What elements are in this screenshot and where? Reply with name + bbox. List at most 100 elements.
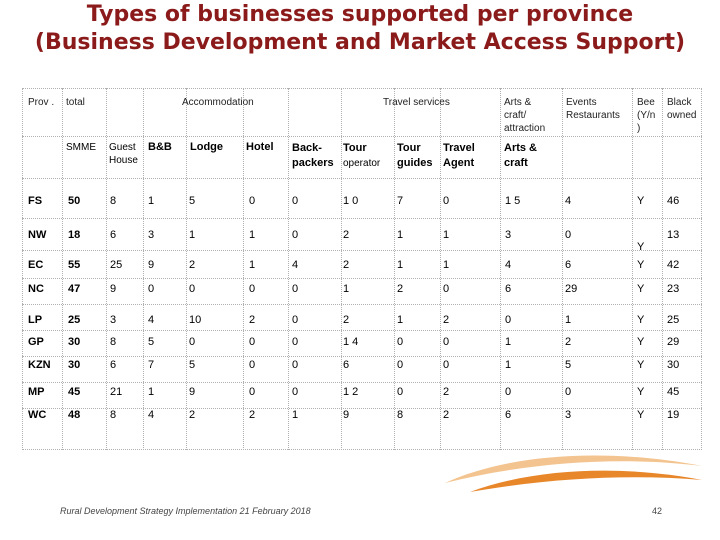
data-table: [22, 88, 702, 450]
cell-smme: 25: [68, 314, 81, 326]
cell-hotel: 0: [249, 386, 256, 398]
header-smme: SMME: [66, 142, 96, 153]
cell-guest: 6: [110, 229, 117, 241]
cell-hotel: 0: [249, 336, 256, 348]
cell-black: 45: [667, 386, 680, 398]
cell-tour-g: 1: [397, 259, 404, 271]
cell-hotel: 0: [249, 195, 256, 207]
cell-events: 4: [565, 195, 572, 207]
header-travel-agent: Travel Agent: [443, 142, 475, 169]
cell-arts: 6: [505, 283, 512, 295]
cell-prov: NC: [28, 283, 44, 295]
cell-back: 0: [292, 314, 299, 326]
cell-prov: NW: [28, 229, 47, 241]
cell-tour-g: 8: [397, 409, 404, 421]
cell-smme: 18: [68, 229, 81, 241]
cell-tour-g: 1: [397, 314, 404, 326]
cell-lodge: 1: [189, 229, 196, 241]
cell-black: 46: [667, 195, 680, 207]
cell-tour-op: 1: [343, 283, 350, 295]
cell-bnb: 0: [148, 283, 155, 295]
cell-travel: 0: [443, 283, 450, 295]
header-tour-operator: Tour operator: [343, 142, 381, 169]
cell-lodge: 5: [189, 359, 196, 371]
cell-black: 29: [667, 336, 680, 348]
cell-events: 0: [565, 386, 572, 398]
cell-smme: 50: [68, 195, 81, 207]
cell-tour-op: 2: [343, 229, 350, 241]
cell-arts: 1 5: [505, 195, 521, 207]
cell-back: 0: [292, 229, 299, 241]
cell-bee: Y: [637, 241, 645, 253]
cell-arts: 6: [505, 409, 512, 421]
cell-bnb: 3: [148, 229, 155, 241]
header-arts-craft: Arts & craft: [504, 142, 538, 169]
cell-tour-g: 2: [397, 283, 404, 295]
header-arts-craft-attraction: Arts & craft/ attraction: [504, 97, 546, 134]
cell-bnb: 4: [148, 314, 155, 326]
cell-bnb: 7: [148, 359, 155, 371]
cell-travel: 2: [443, 314, 450, 326]
cell-prov: KZN: [28, 359, 51, 371]
cell-events: 2: [565, 336, 572, 348]
cell-smme: 30: [68, 336, 81, 348]
cell-prov: FS: [28, 195, 43, 207]
cell-bnb: 9: [148, 259, 155, 271]
cell-bnb: 4: [148, 409, 155, 421]
cell-bee: Y: [637, 386, 645, 398]
cell-smme: 55: [68, 259, 81, 271]
header-travel-services: Travel services: [383, 97, 450, 108]
cell-arts: 4: [505, 259, 512, 271]
cell-travel: 0: [443, 336, 450, 348]
cell-travel: 1: [443, 259, 450, 271]
header-black-owned: Black owned: [667, 97, 697, 121]
cell-guest: 6: [110, 359, 117, 371]
cell-back: 0: [292, 283, 299, 295]
header-prov: Prov .: [28, 97, 55, 108]
cell-hotel: 1: [249, 259, 256, 271]
cell-travel: 0: [443, 359, 450, 371]
cell-events: 1: [565, 314, 572, 326]
header-accommodation: Accommodation: [182, 97, 254, 108]
cell-smme: 47: [68, 283, 81, 295]
cell-hotel: 2: [249, 409, 256, 421]
cell-travel: 0: [443, 195, 450, 207]
header-bnb: B&B: [148, 141, 172, 153]
cell-bee: Y: [637, 314, 645, 326]
cell-travel: 2: [443, 409, 450, 421]
cell-lodge: 10: [189, 314, 202, 326]
cell-arts: 1: [505, 336, 512, 348]
cell-bee: Y: [637, 336, 645, 348]
header-events-restaurants: Events Restaurants: [566, 97, 620, 121]
cell-guest: 3: [110, 314, 117, 326]
cell-smme: 30: [68, 359, 81, 371]
cell-arts: 0: [505, 386, 512, 398]
cell-tour-op: 9: [343, 409, 350, 421]
cell-events: 3: [565, 409, 572, 421]
cell-bee: Y: [637, 409, 645, 421]
cell-black: 30: [667, 359, 680, 371]
cell-tour-op: 1 0: [343, 195, 359, 207]
cell-lodge: 5: [189, 195, 196, 207]
cell-events: 5: [565, 359, 572, 371]
cell-travel: 2: [443, 386, 450, 398]
cell-lodge: 0: [189, 336, 196, 348]
cell-lodge: 2: [189, 259, 196, 271]
cell-bee: Y: [637, 259, 645, 271]
cell-bee: Y: [637, 359, 645, 371]
page-title: Types of businesses supported per provin…: [86, 2, 634, 27]
cell-tour-op: 1 2: [343, 386, 359, 398]
cell-tour-g: 0: [397, 359, 404, 371]
cell-prov: EC: [28, 259, 44, 271]
cell-back: 0: [292, 386, 299, 398]
page-number: 42: [652, 506, 663, 516]
cell-bee: Y: [637, 195, 645, 207]
cell-events: 0: [565, 229, 572, 241]
header-tour-guides: Tour guides: [397, 142, 433, 169]
cell-tour-g: 7: [397, 195, 404, 207]
cell-hotel: 0: [249, 283, 256, 295]
cell-arts: 3: [505, 229, 512, 241]
cell-hotel: 0: [249, 359, 256, 371]
cell-bnb: 1: [148, 195, 155, 207]
cell-guest: 21: [110, 386, 123, 398]
